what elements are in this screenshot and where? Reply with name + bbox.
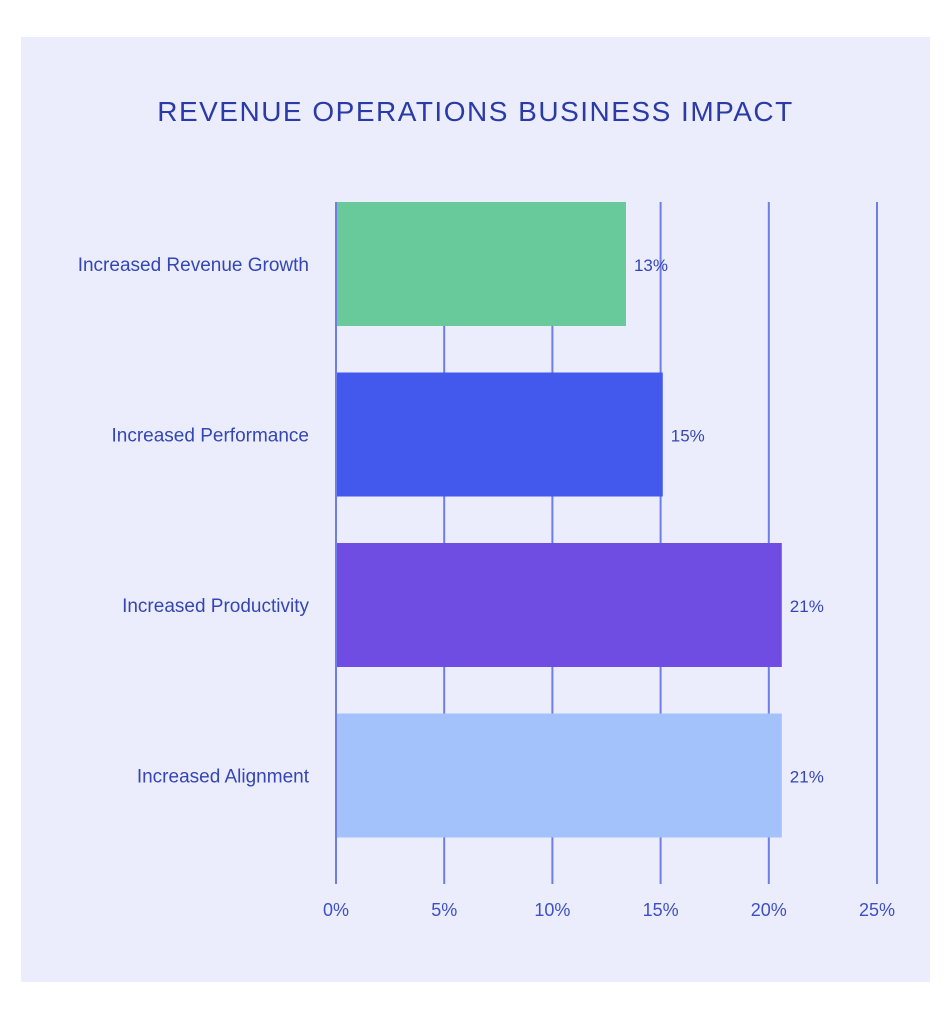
bar [337,202,626,326]
labels: 0% 5% 10% 15% 20% 25% Increased Revenue Growth… [78,255,895,920]
bar [337,713,782,838]
x-tick-label: 5% [431,900,457,920]
value-label: 21% [790,768,824,787]
value-label: 15% [671,427,705,446]
x-tick-label: 25% [859,900,895,920]
chart-title: REVENUE OPERATIONS BUSINESS IMPACT [157,96,794,127]
x-tick-label: 15% [643,900,679,920]
category-label: Increased Alignment [137,767,310,788]
value-label: 13% [634,256,668,275]
bar [337,372,663,497]
x-tick-label: 0% [323,900,349,920]
x-tick-label: 10% [534,900,570,920]
category-label: Increased Performance [112,426,310,447]
bar [337,543,782,667]
category-label: Increased Productivity [122,596,309,617]
x-tick-label: 20% [751,900,787,920]
bars [337,202,782,838]
value-label: 21% [790,597,824,616]
category-label: Increased Revenue Growth [78,255,309,276]
